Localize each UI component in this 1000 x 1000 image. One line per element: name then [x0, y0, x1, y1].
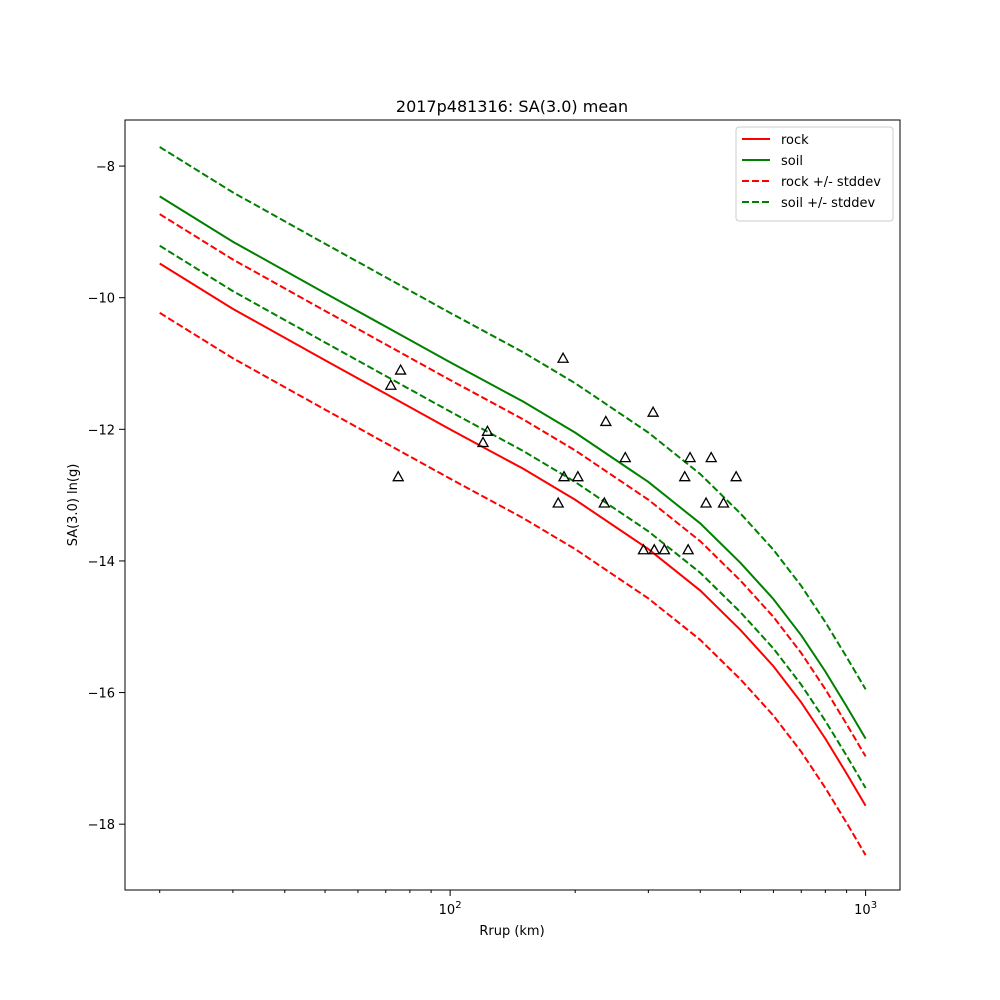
y-tick-label: −8 [96, 160, 115, 175]
observation-marker [699, 496, 713, 508]
observation-marker [476, 436, 490, 448]
observation-marker [552, 496, 565, 508]
legend-label: rock +/- stddev [781, 175, 881, 190]
observation-marker [557, 470, 571, 482]
plot-frame [124, 119, 901, 891]
observation-marker [619, 451, 632, 463]
y-axis-label: SA(3.0) ln(g) [66, 464, 81, 547]
x-tick-label: 103 [854, 900, 877, 918]
series-line-4 [159, 146, 867, 690]
y-tick-label: −14 [88, 555, 115, 570]
observation-marker [637, 543, 650, 555]
x-axis-label: Rrup (km) [479, 924, 544, 939]
series-line-5 [159, 244, 867, 789]
series-line-2 [159, 213, 867, 757]
observation-marker [647, 405, 660, 417]
observation-marker [599, 415, 612, 427]
observation-marker [394, 363, 407, 375]
observation-marker [705, 451, 718, 463]
series-line-3 [159, 311, 867, 856]
observation-marker [556, 351, 570, 363]
observation-marker [683, 451, 697, 463]
y-tick-label: −10 [88, 292, 115, 307]
legend-box [735, 126, 894, 222]
observation-marker [678, 470, 691, 482]
observation-marker [481, 424, 494, 436]
observation-marker [384, 378, 397, 390]
observation-marker [598, 496, 611, 508]
legend-label: soil +/- stddev [781, 196, 876, 211]
series-line-0 [159, 262, 867, 807]
series-line-1 [159, 195, 867, 740]
observation-marker [682, 543, 695, 555]
observation-marker [571, 470, 584, 482]
y-tick-label: −18 [88, 818, 115, 833]
legend-label: rock [781, 133, 809, 148]
observation-marker [392, 470, 405, 482]
observation-marker [717, 496, 730, 508]
y-tick-label: −12 [88, 423, 115, 438]
y-tick-label: −16 [88, 687, 115, 702]
legend: rock soil rock +/- stddev soil +/- stddev [735, 126, 894, 222]
legend-label: soil [781, 154, 803, 169]
observation-marker [658, 543, 671, 555]
observation-marker [730, 470, 743, 482]
observation-marker [648, 543, 661, 555]
x-tick-label: 102 [439, 900, 462, 918]
chart-title: 2017p481316: SA(3.0) mean [396, 97, 628, 116]
